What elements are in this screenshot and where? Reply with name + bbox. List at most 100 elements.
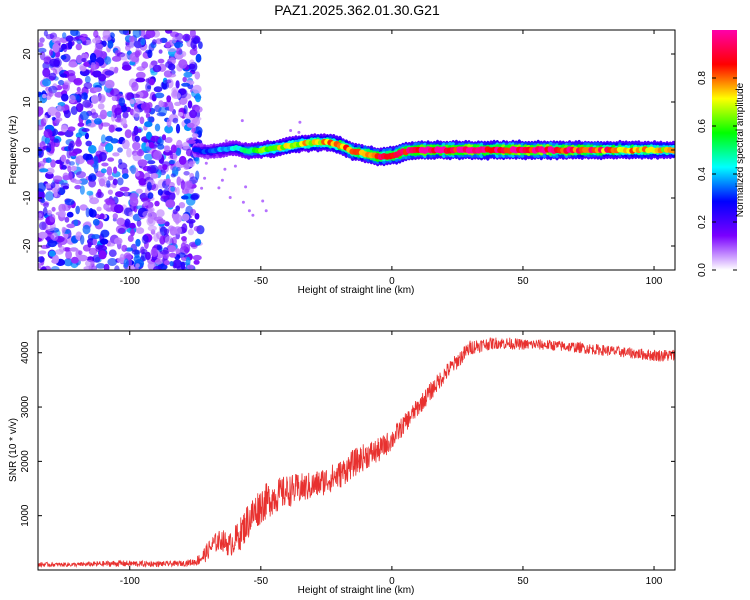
noise-blob [93,87,102,93]
noise-speck [203,176,207,180]
noise-blob [87,123,97,128]
noise-blob [159,250,169,255]
noise-blob [75,30,81,37]
noise-blob [146,181,152,191]
noise-blob [147,116,155,123]
noise-blob [46,226,55,232]
noise-blob [60,73,68,78]
noise-blob [156,244,163,251]
noise-blob [147,160,156,165]
noise-blob [184,118,191,125]
noise-blob [75,139,82,147]
noise-blob [186,264,194,270]
noise-blob [170,144,177,154]
noise-blob [140,102,151,111]
noise-blob [156,112,166,117]
colorbar-tick-label: 0.6 [697,119,708,133]
noise-blob [165,199,176,208]
snr-y-ticks: 1000 2000 3000 4000 [20,341,675,527]
noise-blob [114,265,120,270]
noise-speck [228,196,232,199]
noise-blob [154,92,165,99]
noise-blob [47,106,58,117]
noise-blob [173,152,177,162]
noise-blob [76,86,81,93]
noise-blob [161,134,167,141]
noise-blob [105,143,114,153]
snr-y-label: SNR (10 * v/v) [8,418,19,482]
x-tick-label: -50 [254,576,269,587]
noise-blob [78,254,88,262]
noise-blob [74,185,82,190]
spectrogram-x-ticks: -100 -50 0 50 100 [120,30,663,287]
y-tick-label: 0 [22,147,33,153]
noise-blob [192,84,202,94]
noise-blob [135,238,141,247]
noise-blob [76,95,81,102]
noise-blob [100,122,111,127]
noise-blob [130,93,140,99]
noise-blob [38,231,48,239]
noise-blob [124,92,133,101]
noise-blob [70,165,77,172]
noise-speck [224,139,228,143]
x-tick-label: 50 [517,276,529,287]
colorbar-tick-label: 0.0 [697,263,708,277]
noise-blob [67,40,73,50]
noise-blob [60,182,70,188]
noise-blob [189,208,197,216]
noise-blob [117,177,124,186]
noise-blob [98,250,107,260]
noise-blob [112,178,118,186]
noise-blob [135,263,140,268]
noise-blob [135,188,143,194]
noise-blob [163,79,172,84]
noise-blob [70,256,79,264]
noise-blob [192,254,202,261]
noise-blob [168,104,174,112]
noise-blob [110,138,119,144]
noise-blob [181,82,191,87]
spectrogram-y-label: Frequency (Hz) [8,116,19,185]
noise-blob [186,139,196,144]
noise-blob [92,70,102,78]
noise-blob [183,181,192,191]
noise-blob [153,150,163,161]
noise-blob [186,122,195,128]
noise-blob [129,98,135,105]
noise-blob [180,261,186,270]
noise-blob [121,64,132,71]
noise-blob [85,259,94,267]
noise-blob [64,216,70,223]
noise-blob [88,247,98,256]
noise-blob [92,218,100,226]
noise-blob [133,125,139,136]
noise-blob [191,133,199,138]
colorbar-tick-label: 0.2 [697,215,708,229]
noise-blob [61,226,66,234]
noise-blob [51,36,62,45]
noise-blob [139,116,145,125]
noise-blob [147,225,157,232]
noise-blob [120,105,128,113]
noise-blob [78,250,83,256]
noise-blob [122,139,130,150]
noise-blob [194,238,202,246]
noise-blob [100,238,109,245]
noise-blob [61,43,67,50]
noise-blob [162,164,168,171]
noise-blob [63,232,69,239]
noise-blob [171,236,177,246]
noise-blob [64,129,74,138]
noise-blob [183,171,190,176]
noise-blob [99,51,107,59]
noise-blob [40,197,46,203]
y-tick-label: 10 [22,96,33,108]
noise-blob [175,80,180,89]
noise-blob [45,147,52,152]
noise-blob [156,219,166,225]
noise-blob [100,134,106,144]
noise-blob [45,236,51,241]
noise-blob [117,147,123,153]
noise-speck [264,209,268,213]
